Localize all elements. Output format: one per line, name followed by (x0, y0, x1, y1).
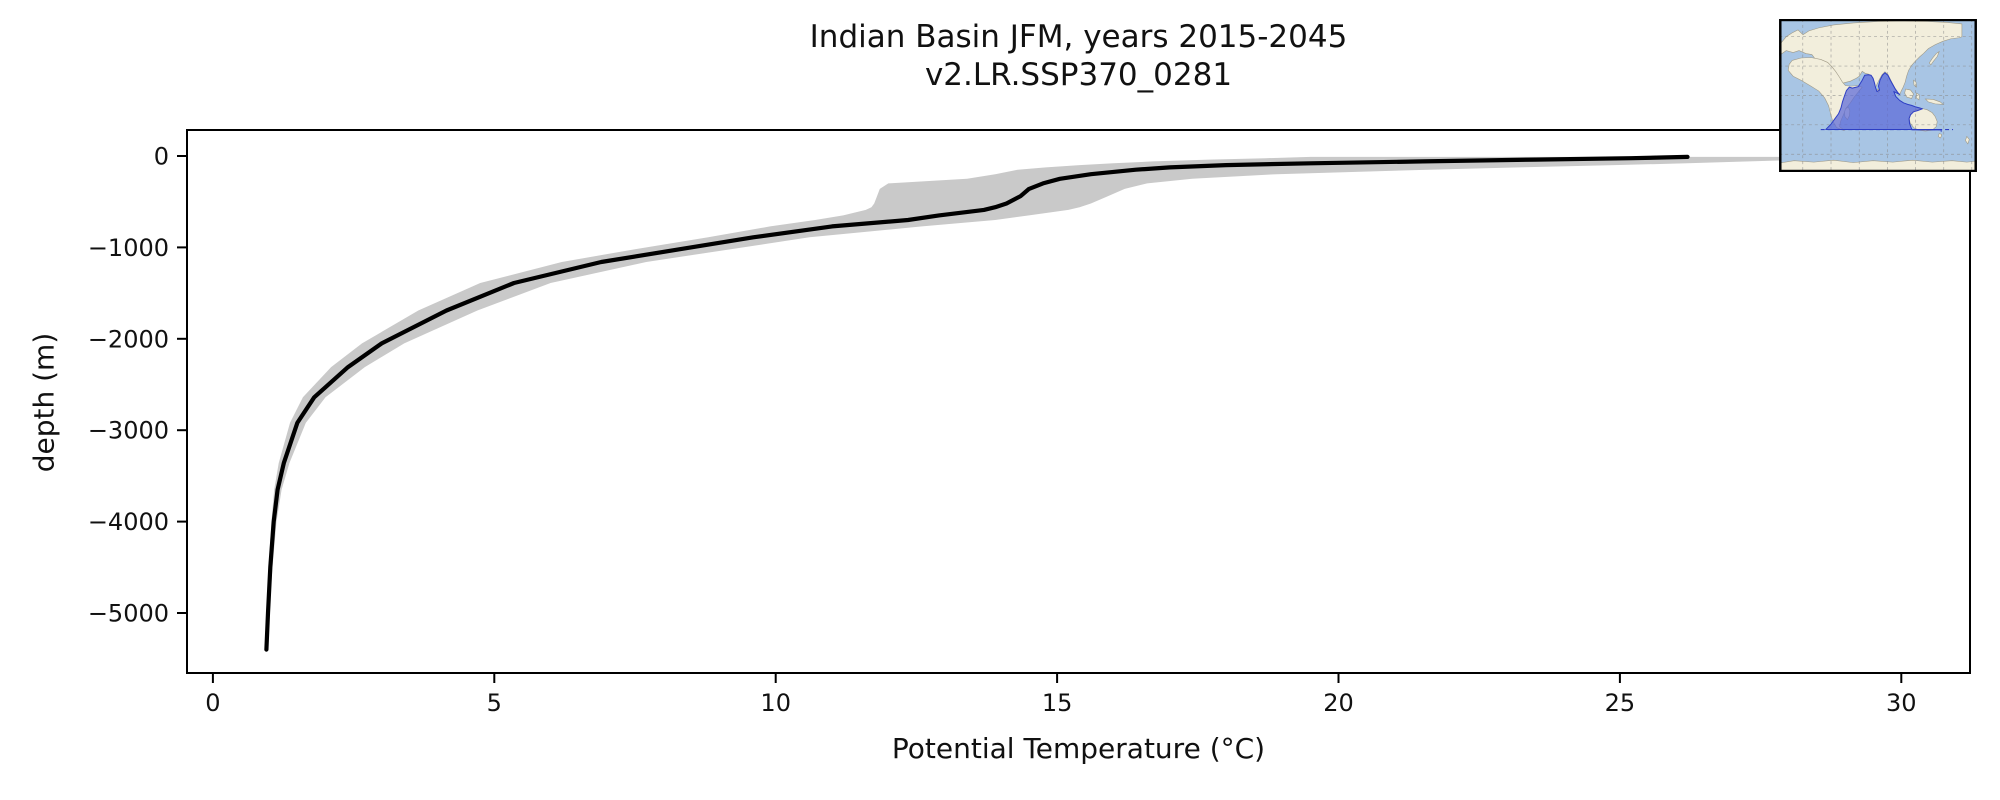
x-tick-label: 20 (1323, 689, 1354, 717)
map-land-tasmania (1937, 133, 1943, 139)
y-axis-label: depth (m) (27, 332, 61, 473)
y-tick-label: −2000 (88, 325, 169, 353)
chart-title: Indian Basin JFM, years 2015-2045 (809, 19, 1348, 55)
x-tick-label: 25 (1605, 689, 1636, 717)
x-tick-label: 10 (760, 689, 791, 717)
y-tick-label: 0 (154, 143, 169, 171)
map-land-new-guinea (1924, 98, 1945, 105)
map-border (1779, 19, 1977, 172)
map-land-australia (1908, 108, 1938, 132)
x-tick-label: 15 (1042, 689, 1073, 717)
y-tick-label: −5000 (88, 600, 169, 628)
mean-profile-line (264, 154, 1690, 652)
y-tick-label: −1000 (88, 234, 169, 262)
map-land-japan (1928, 50, 1940, 66)
map-land-sulawesi (1916, 92, 1920, 101)
x-axis-label: Potential Temperature (°C) (891, 732, 1266, 765)
x-tick-label: 0 (205, 689, 220, 717)
axes-frame (186, 129, 1971, 674)
x-tick-label: 5 (487, 689, 502, 717)
map-land-borneo (1904, 88, 1914, 99)
x-axis-ticks: 0 5 10 15 20 25 30 (205, 673, 1917, 717)
y-tick-label: −3000 (88, 417, 169, 445)
inset-region-map (1779, 19, 1977, 172)
map-graticule (1779, 19, 1977, 172)
y-axis-ticks: 0 −1000 −2000 −3000 −4000 −5000 (88, 143, 187, 628)
y-tick-label: −4000 (88, 508, 169, 536)
chart-subtitle: v2.LR.SSP370_0281 (924, 57, 1233, 93)
map-land-new-zealand (1965, 135, 1970, 145)
map-basin-highlight (1825, 72, 1942, 132)
x-tick-label: 30 (1886, 689, 1917, 717)
envelope-band (265, 156, 1885, 650)
